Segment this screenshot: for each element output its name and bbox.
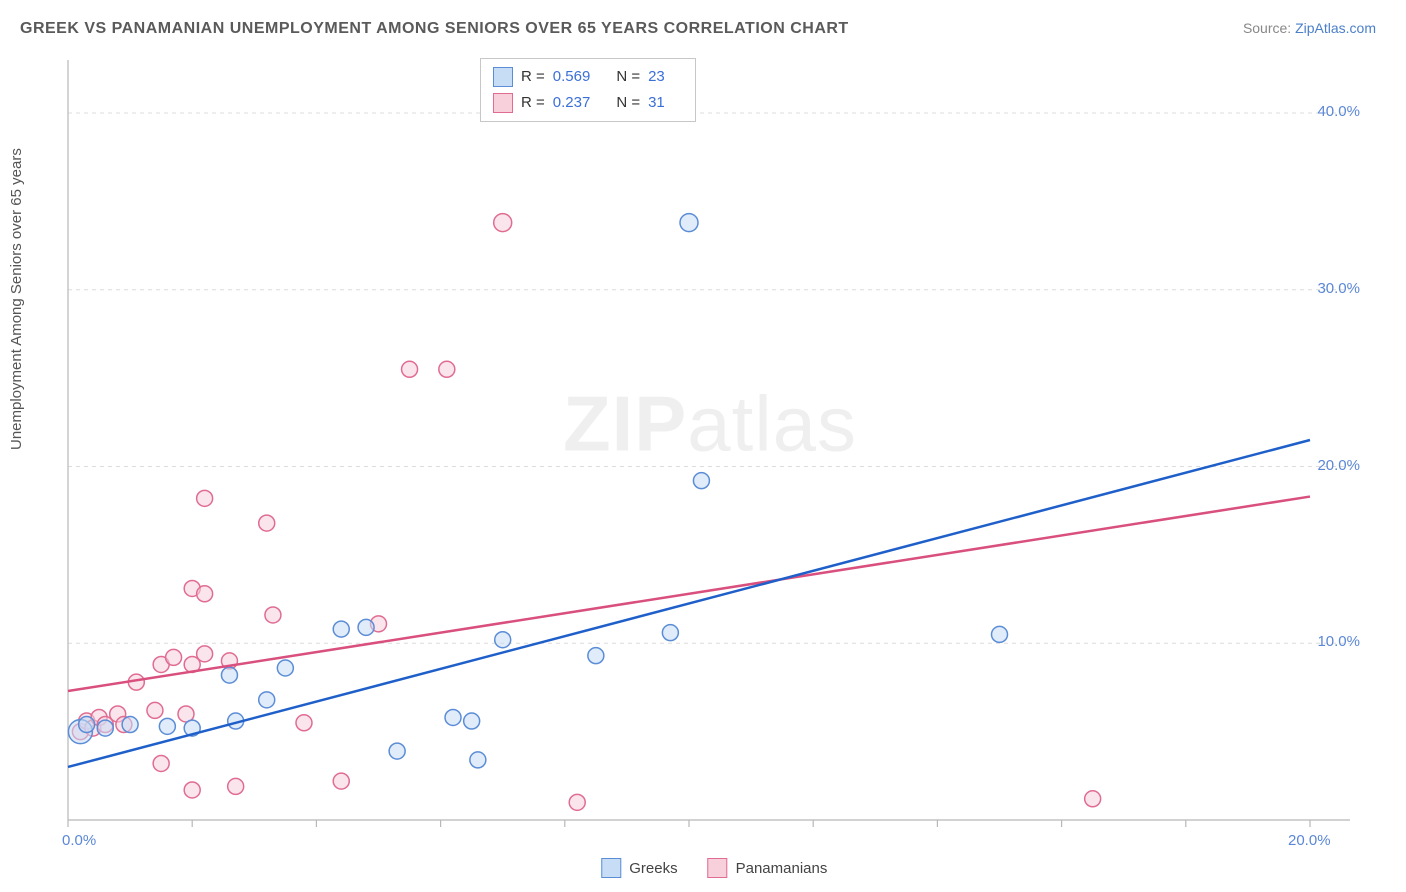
chart-title: GREEK VS PANAMANIAN UNEMPLOYMENT AMONG S… — [20, 20, 849, 38]
x-tick-label: 0.0% — [62, 832, 96, 849]
y-tick-label: 40.0% — [1317, 103, 1360, 120]
y-tick-label: 20.0% — [1317, 457, 1360, 474]
swatch-icon — [601, 858, 621, 878]
source-link[interactable]: ZipAtlas.com — [1295, 20, 1376, 36]
y-axis-label: Unemployment Among Seniors over 65 years — [8, 148, 25, 450]
correlation-stats-box: R =0.569 N =23 R =0.237 N =31 — [480, 58, 696, 122]
swatch-icon — [708, 858, 728, 878]
source-label: Source: — [1243, 20, 1295, 36]
legend-label: Panamanians — [736, 860, 828, 877]
legend-label: Greeks — [629, 860, 677, 877]
legend-item-greeks[interactable]: Greeks — [601, 858, 677, 878]
chart-area: ZIPatlas R =0.569 N =23 R =0.237 N =31 1… — [50, 50, 1370, 830]
legend: Greeks Panamanians — [601, 858, 827, 878]
source-attribution: Source: ZipAtlas.com — [1243, 20, 1376, 36]
y-tick-label: 30.0% — [1317, 280, 1360, 297]
x-tick-label: 20.0% — [1288, 832, 1331, 849]
y-tick-label: 10.0% — [1317, 633, 1360, 650]
legend-item-panamanians[interactable]: Panamanians — [708, 858, 828, 878]
scatter-plot-svg — [50, 50, 1370, 830]
